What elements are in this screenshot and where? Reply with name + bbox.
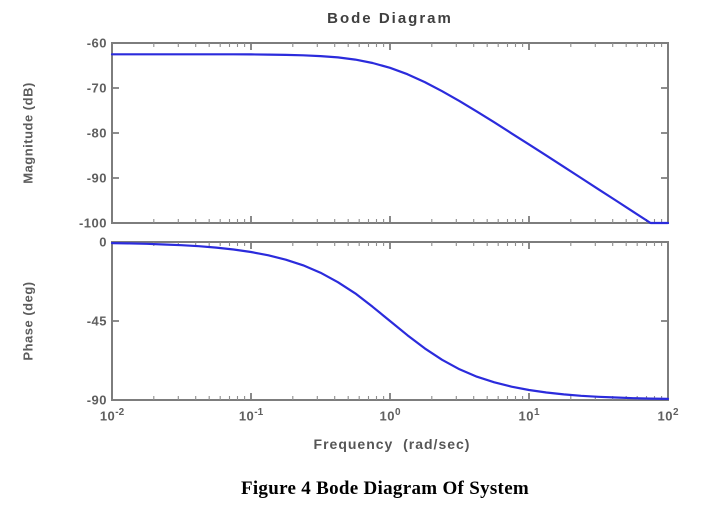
x-tick-exponent: -2 <box>115 407 125 418</box>
x-tick-exponent: -1 <box>254 407 264 418</box>
axis-major-ticks <box>111 42 669 401</box>
x-tick-label: 10-1 <box>239 407 263 423</box>
x-tick-base: 10 <box>657 408 673 424</box>
axis-minor-ticks <box>153 43 663 400</box>
x-tick-label: 100 <box>379 407 400 423</box>
x-tick-base: 10 <box>238 408 255 424</box>
x-tick-base: 10 <box>379 408 395 424</box>
magnitude-curve <box>110 53 670 225</box>
magnitude-ytick-label: -70 <box>86 80 107 96</box>
frequency-axis-label: Frequency (rad/sec) <box>313 436 471 452</box>
phase-ytick-label: -90 <box>86 392 107 408</box>
magnitude-ytick-label: -100 <box>78 215 107 231</box>
x-tick-base: 10 <box>99 408 116 424</box>
x-tick-base: 10 <box>518 408 534 424</box>
magnitude-ytick-label: -60 <box>86 35 107 51</box>
x-tick-label: 10-2 <box>100 407 124 423</box>
magnitude-plot-frame <box>111 42 669 224</box>
phase-axis-label: Phase (deg) <box>20 281 36 361</box>
x-tick-exponent: 1 <box>533 407 540 418</box>
x-tick-label: 101 <box>518 407 539 423</box>
x-tick-exponent: 2 <box>672 407 679 418</box>
x-tick-exponent: 0 <box>394 407 401 418</box>
magnitude-ytick-label: -90 <box>86 170 107 186</box>
magnitude-ytick-label: -80 <box>86 125 107 141</box>
phase-curve <box>110 242 670 400</box>
x-tick-label: 102 <box>657 407 678 423</box>
magnitude-axis-label: Magnitude (dB) <box>20 82 36 184</box>
phase-ytick-label: -45 <box>86 313 107 329</box>
figure-caption: Figure 4 Bode Diagram Of System <box>240 478 530 499</box>
chart-title: Bode Diagram <box>327 10 453 27</box>
phase-ytick-label: 0 <box>99 234 107 250</box>
